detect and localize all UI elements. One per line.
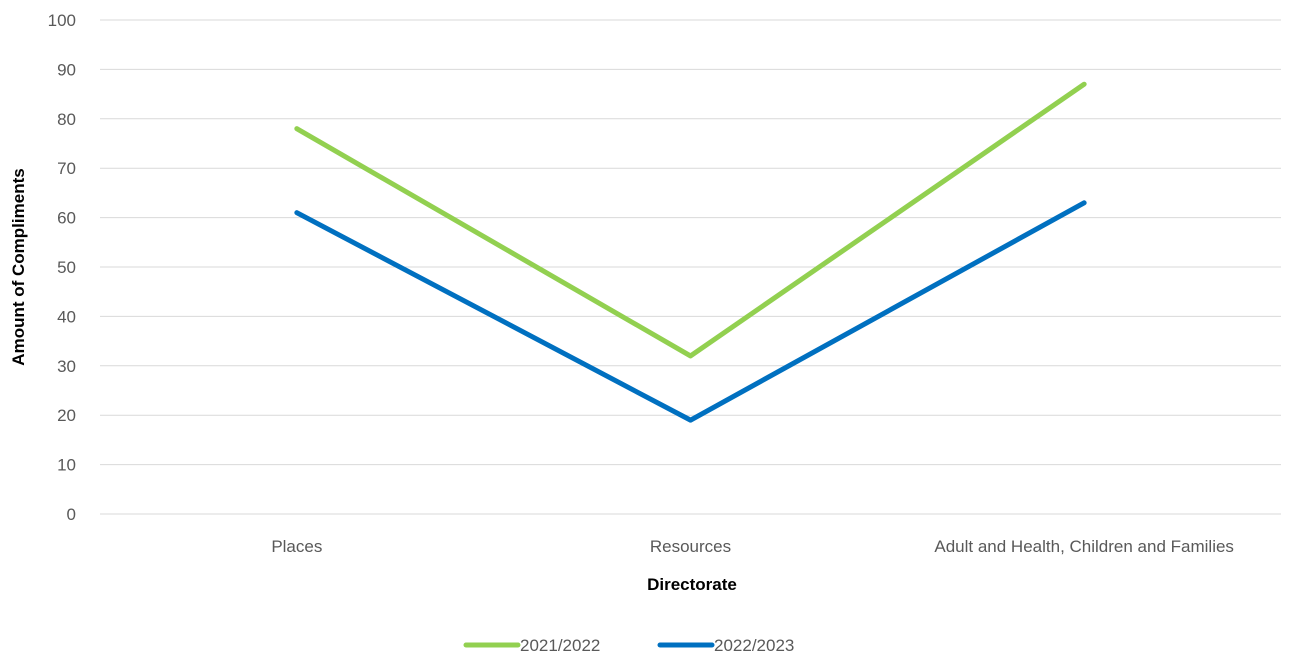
y-tick-label: 60 [57, 209, 76, 228]
gridlines [100, 19, 1281, 515]
legend-item: 2021/2022 [463, 636, 600, 655]
y-tick-label: 20 [57, 406, 76, 425]
series-line-1 [294, 200, 1087, 423]
y-axis-title: Amount of Compliments [9, 168, 28, 365]
x-tick-label: Adult and Health, Children and Families [934, 537, 1234, 556]
data-point [296, 212, 298, 214]
x-tick-label: Places [271, 537, 322, 556]
x-axis-title: Directorate [647, 575, 737, 594]
data-point [296, 128, 298, 130]
y-axis-ticks: 0 10 20 30 40 50 60 70 80 90 100 [48, 11, 76, 524]
y-tick-label: 80 [57, 110, 76, 129]
series-lines [294, 81, 1087, 423]
legend-item: 2022/2023 [657, 636, 794, 655]
y-tick-label: 30 [57, 357, 76, 376]
legend-label: 2021/2022 [520, 636, 600, 655]
y-tick-label: 100 [48, 11, 76, 30]
legend-label: 2022/2023 [714, 636, 794, 655]
legend: 2021/2022 2022/2023 [463, 636, 794, 655]
y-tick-label: 50 [57, 258, 76, 277]
data-point [1083, 202, 1085, 204]
y-tick-label: 0 [67, 505, 76, 524]
data-point [690, 355, 691, 357]
data-point [1083, 83, 1085, 85]
y-tick-label: 40 [57, 307, 76, 326]
x-axis-ticks: Places Resources Adult and Health, Childre… [271, 537, 1234, 556]
x-tick-label: Resources [650, 537, 731, 556]
y-tick-label: 90 [57, 60, 76, 79]
series-line-0 [294, 81, 1087, 359]
y-tick-label: 10 [57, 456, 76, 475]
y-tick-label: 70 [57, 159, 76, 178]
data-point [690, 419, 691, 421]
